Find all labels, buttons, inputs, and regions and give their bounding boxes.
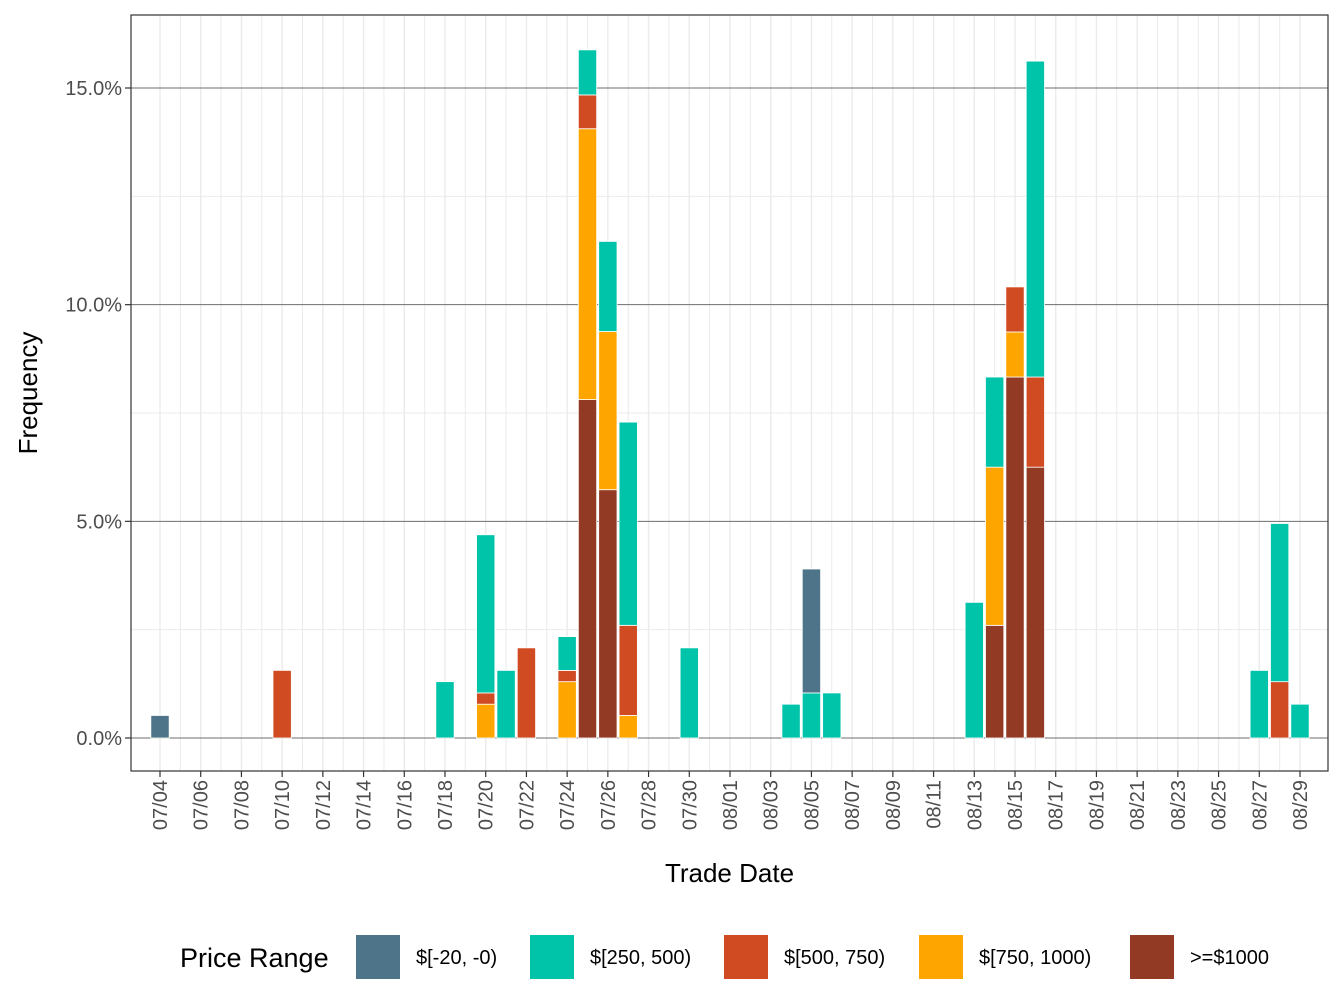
legend-label: $[750, 1000)	[979, 947, 1091, 969]
bar-segment	[1270, 681, 1290, 739]
legend-key	[1130, 935, 1174, 979]
x-tick-label: 08/13	[964, 780, 986, 830]
x-tick-label: 07/22	[516, 780, 538, 830]
legend-key	[530, 935, 574, 979]
bar-segment	[1025, 466, 1045, 739]
x-tick-label: 07/04	[150, 780, 172, 830]
bar-segment	[618, 715, 638, 739]
x-axis-title: Trade Date	[665, 858, 794, 888]
bar-segment	[577, 399, 598, 739]
bar-segment	[964, 601, 984, 739]
bars	[150, 49, 1310, 739]
x-tick-label: 08/29	[1290, 780, 1312, 830]
legend-label: $[-20, -0)	[416, 947, 497, 969]
bar-segment	[985, 466, 1005, 626]
x-tick-label: 08/27	[1249, 780, 1271, 830]
bar-segment	[476, 692, 496, 705]
legend-label: $[250, 500)	[590, 947, 691, 969]
bar-segment	[1005, 376, 1025, 739]
legend-key	[724, 935, 768, 979]
bar-segment	[496, 670, 516, 739]
x-tick-label: 08/05	[801, 780, 823, 830]
y-tick-label: 10.0%	[65, 295, 122, 317]
legend-title: Price Range	[180, 943, 329, 973]
x-tick-label: 07/10	[272, 780, 294, 830]
y-tick-label: 5.0%	[76, 511, 122, 533]
x-tick-label: 08/11	[924, 780, 946, 829]
x-tick-label: 08/17	[1046, 780, 1068, 830]
bar-segment	[1249, 670, 1269, 739]
bar-segment	[1290, 703, 1310, 739]
bar-segment	[618, 624, 638, 716]
x-tick-label: 07/30	[679, 780, 701, 830]
bar-segment	[985, 624, 1005, 739]
x-tick-label: 07/08	[231, 780, 253, 830]
bar-segment	[801, 568, 821, 694]
bar-segment	[1270, 523, 1290, 683]
bar-segment	[679, 647, 699, 739]
x-tick-label: 07/20	[476, 780, 498, 830]
x-tick-label: 08/21	[1127, 780, 1149, 830]
bar-segment	[272, 670, 292, 739]
x-axis: 07/04 07/06 07/08 07/10 07/12 07/14 07/16 07/18…	[150, 771, 1312, 830]
x-tick-label: 08/03	[761, 780, 783, 830]
bar-segment	[516, 647, 536, 739]
bar-segment	[822, 692, 842, 739]
y-tick-label: 15.0%	[65, 78, 122, 100]
x-tick-label: 08/07	[842, 780, 864, 830]
x-tick-label: 07/26	[598, 780, 620, 830]
bar-segment	[557, 636, 577, 671]
legend-key	[919, 935, 963, 979]
bar-segment	[557, 681, 577, 739]
bar-segment	[1005, 331, 1025, 378]
bar-segment	[577, 49, 598, 96]
legend-label: >=$1000	[1190, 947, 1269, 969]
x-tick-label: 07/14	[354, 780, 376, 830]
x-tick-label: 08/15	[1005, 780, 1027, 830]
x-tick-label: 07/18	[435, 780, 457, 830]
x-tick-label: 08/09	[883, 780, 905, 830]
x-tick-label: 07/24	[557, 780, 579, 830]
bar-segment	[598, 331, 618, 491]
x-tick-label: 07/28	[639, 780, 661, 830]
bar-segment	[476, 703, 496, 739]
legend-key	[356, 935, 400, 979]
bar-segment	[598, 240, 618, 332]
x-tick-label: 08/19	[1086, 780, 1108, 830]
bar-segment	[476, 534, 496, 694]
bar-segment	[618, 421, 638, 626]
x-tick-label: 07/12	[313, 780, 335, 830]
bar-segment	[985, 376, 1005, 468]
x-tick-label: 08/01	[720, 780, 742, 830]
x-tick-label: 08/23	[1168, 780, 1190, 830]
bar-segment	[801, 692, 821, 739]
bar-segment	[1025, 376, 1045, 468]
legend-label: $[500, 750)	[784, 947, 885, 969]
x-tick-label: 07/06	[191, 780, 213, 830]
bar-segment	[1025, 60, 1045, 378]
x-tick-label: 07/16	[394, 780, 416, 830]
bar-segment	[1005, 286, 1025, 333]
x-tick-label: 08/25	[1209, 780, 1231, 830]
bar-segment	[577, 128, 598, 400]
bar-segment	[150, 715, 170, 739]
bar-segment	[598, 489, 618, 739]
y-axis: 0.0% 5.0% 10.0% 15.0%	[65, 78, 131, 750]
bar-segment	[435, 681, 455, 739]
bar-segment	[577, 94, 598, 130]
bar-segment	[557, 670, 577, 683]
legend: Price Range $[-20, -0) $[250, 500) $[500, …	[180, 935, 1269, 979]
y-tick-label: 0.0%	[76, 728, 122, 750]
y-axis-title: Frequency	[13, 332, 43, 455]
bar-segment	[781, 703, 801, 739]
